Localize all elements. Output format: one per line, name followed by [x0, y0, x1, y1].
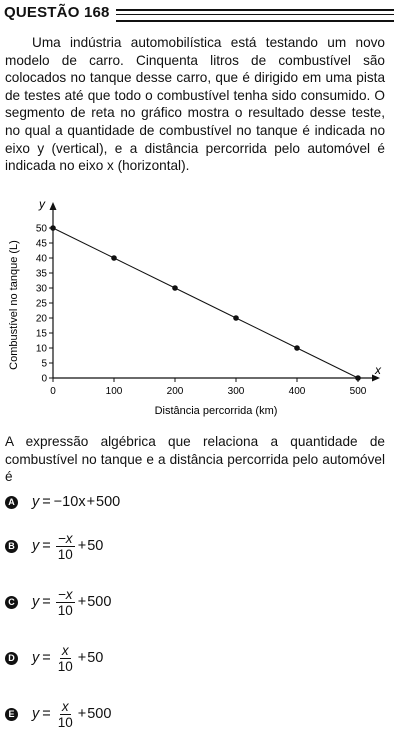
- data-line: [52, 227, 359, 379]
- data-point: [233, 315, 239, 321]
- expr-constant: 50: [87, 538, 104, 554]
- expr-plus: +: [77, 594, 87, 610]
- x-tick-label: 300: [228, 386, 245, 397]
- option-letter-badge: E: [5, 707, 18, 721]
- x-axis-title: Distância percorrida (km): [155, 405, 278, 417]
- expr-fraction: −x 10: [55, 586, 75, 618]
- expr-variable-y: y: [32, 538, 40, 554]
- y-axis-arrow: [49, 202, 57, 210]
- expr-denominator: 10: [57, 546, 73, 562]
- expr-constant: 500: [96, 494, 121, 510]
- expr-constant: 50: [87, 650, 104, 666]
- question-prompt: A expressão algébrica que relaciona a qu…: [5, 433, 385, 486]
- y-tick-label: 25: [36, 299, 48, 310]
- expr-constant: 500: [87, 706, 112, 722]
- expr-equals: =: [42, 706, 51, 722]
- expr-constant: 500: [87, 594, 112, 610]
- data-point: [355, 375, 361, 381]
- y-axis-letter: y: [38, 197, 46, 211]
- expr-fraction: x 10: [56, 699, 75, 730]
- data-point: [50, 225, 56, 231]
- data-point: [172, 285, 178, 291]
- expr-plus: +: [77, 538, 87, 554]
- x-axis-arrow: [372, 374, 380, 382]
- x-tick-label: 0: [50, 386, 56, 397]
- y-tick-label: 20: [36, 314, 48, 325]
- expr-equals: =: [42, 650, 51, 666]
- expr-fraction: x 10: [56, 643, 75, 674]
- option-letter-badge: B: [5, 539, 18, 553]
- expr-plus: +: [86, 494, 96, 510]
- y-tick-label: 5: [41, 359, 47, 370]
- y-tick-label: 0: [41, 374, 47, 385]
- option-expression: y = x 10 +50: [32, 643, 103, 674]
- y-tick-label: 45: [36, 239, 48, 250]
- x-tick-label: 200: [167, 386, 184, 397]
- expr-variable-y: y: [32, 594, 40, 610]
- y-axis-title: Combustível no tanque (L): [8, 240, 20, 370]
- data-point: [111, 255, 117, 261]
- option-letter-badge: D: [5, 651, 18, 665]
- y-tick-label: 50: [36, 224, 48, 235]
- expr-variable-y: y: [32, 650, 40, 666]
- option-letter-badge: A: [5, 495, 18, 509]
- expr-denominator: 10: [57, 602, 73, 618]
- prompt-text: A expressão algébrica que relaciona a qu…: [5, 434, 385, 485]
- question-stem: Uma indústria automobilística está testa…: [5, 34, 385, 175]
- expr-numerator: −x: [55, 586, 75, 603]
- y-tick-label: 30: [36, 284, 48, 295]
- option-expression: y = −10x +500: [32, 494, 120, 510]
- x-tick-label: 100: [106, 386, 123, 397]
- expr-denominator: 10: [57, 714, 73, 730]
- data-point: [294, 345, 300, 351]
- y-tick-label: 35: [36, 269, 48, 280]
- expr-variable-y: y: [32, 706, 40, 722]
- x-tick-label: 400: [289, 386, 306, 397]
- option-expression: y = −x 10 +500: [32, 587, 111, 618]
- header-rule: [116, 9, 394, 22]
- expr-variable-y: y: [32, 494, 40, 510]
- expr-numerator: −x: [55, 530, 75, 547]
- expr-equals: =: [42, 594, 51, 610]
- y-tick-label: 40: [36, 254, 48, 265]
- y-tick-label: 15: [36, 329, 48, 340]
- expr-coefficient: −10x: [53, 494, 86, 510]
- expr-plus: +: [77, 650, 87, 666]
- y-tick-label: 10: [36, 344, 48, 355]
- expr-equals: =: [42, 538, 51, 554]
- question-header: QUESTÃO 168: [4, 4, 394, 24]
- option-letter-badge: C: [5, 595, 18, 609]
- option-expression: y = −x 10 +50: [32, 531, 103, 562]
- expr-denominator: 10: [57, 658, 73, 674]
- expr-equals: =: [42, 494, 51, 510]
- expr-numerator: x: [59, 642, 71, 659]
- x-axis-letter: x: [374, 363, 382, 377]
- question-title: QUESTÃO 168: [4, 4, 116, 22]
- x-tick-label: 500: [350, 386, 367, 397]
- stem-paragraph: Uma indústria automobilística está testa…: [5, 35, 385, 174]
- expr-numerator: x: [59, 698, 71, 715]
- expr-fraction: −x 10: [55, 530, 75, 562]
- expr-plus: +: [77, 706, 87, 722]
- option-expression: y = x 10 +500: [32, 699, 111, 730]
